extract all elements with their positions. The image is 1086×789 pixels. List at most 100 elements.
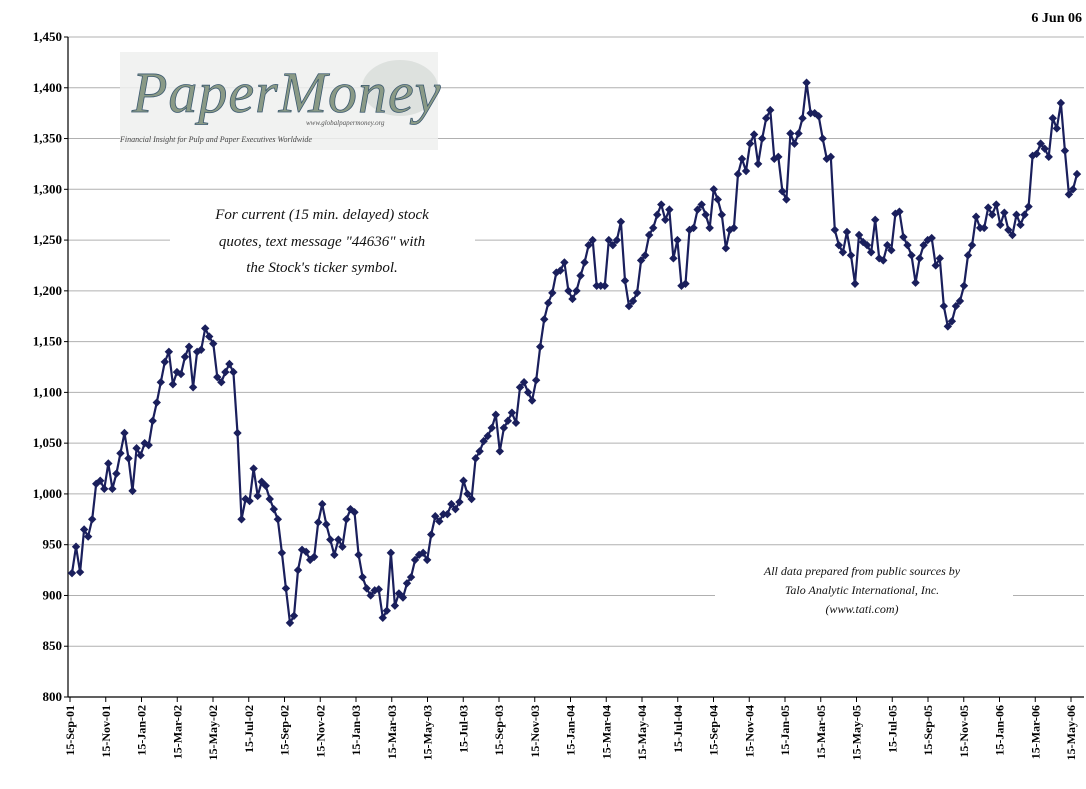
- data-point: [1020, 210, 1029, 219]
- data-point: [798, 114, 807, 123]
- data-point: [229, 367, 238, 377]
- data-point: [923, 235, 932, 245]
- data-point: [83, 532, 93, 541]
- data-point: [79, 525, 89, 534]
- data-point: [919, 240, 928, 250]
- data-point: [1008, 230, 1017, 240]
- data-point: [217, 378, 226, 387]
- data-point: [741, 166, 751, 176]
- data-point: [451, 504, 460, 514]
- data-point: [285, 618, 295, 628]
- data-point: [757, 134, 767, 143]
- data-point: [604, 235, 614, 245]
- data-point: [374, 585, 383, 594]
- data-point: [967, 240, 977, 250]
- data-point: [209, 339, 218, 348]
- data-point: [931, 261, 940, 270]
- data-point: [237, 515, 246, 524]
- data-point: [144, 440, 153, 450]
- data-point: [681, 279, 690, 288]
- data-point: [685, 225, 694, 235]
- data-point: [277, 548, 287, 558]
- x-tick-label: 15-Sep-01: [63, 705, 77, 756]
- data-point: [156, 378, 165, 387]
- data-point: [152, 398, 161, 407]
- data-point: [564, 286, 573, 296]
- data-point: [992, 200, 1001, 209]
- data-point: [535, 342, 545, 351]
- data-point: [1012, 210, 1021, 219]
- data-point: [544, 298, 553, 308]
- data-point: [366, 591, 375, 600]
- data-point: [939, 301, 949, 311]
- data-point: [1068, 185, 1078, 194]
- data-point: [314, 518, 323, 527]
- data-point: [67, 568, 77, 578]
- quote-note-line-3: the Stock's ticker symbol.: [246, 260, 398, 276]
- data-point: [427, 530, 436, 539]
- x-tick-label: 15-Jan-05: [778, 705, 792, 756]
- data-point: [830, 225, 840, 235]
- y-tick-label: 1,250: [33, 232, 62, 247]
- data-point: [996, 220, 1005, 230]
- data-point: [136, 451, 145, 460]
- data-point: [435, 517, 444, 526]
- data-point: [184, 342, 194, 351]
- data-point: [362, 584, 371, 593]
- data-point: [386, 548, 396, 558]
- data-point: [523, 388, 533, 397]
- data-point: [463, 489, 472, 499]
- data-point: [160, 357, 170, 367]
- logo-tagline: Financial Insight for Pulp and Paper Exe…: [119, 135, 312, 144]
- data-point: [249, 464, 258, 473]
- data-point: [899, 232, 908, 242]
- data-point: [749, 130, 759, 139]
- data-point: [418, 548, 428, 558]
- data-point: [471, 454, 480, 463]
- x-tick-label: 15-Mar-04: [599, 705, 613, 759]
- data-point: [1036, 139, 1045, 148]
- data-point: [309, 552, 319, 562]
- data-point: [378, 613, 387, 622]
- data-point: [487, 423, 496, 433]
- data-point: [148, 416, 157, 426]
- data-point: [1056, 98, 1066, 108]
- data-point: [762, 114, 771, 123]
- source-note-line-1: All data prepared from public sources by: [763, 564, 961, 578]
- data-point: [895, 207, 904, 216]
- data-point: [350, 508, 359, 517]
- data-point: [705, 223, 714, 233]
- data-point: [943, 322, 953, 331]
- data-point: [814, 112, 823, 121]
- data-point: [745, 139, 755, 148]
- data-point: [636, 256, 646, 265]
- data-point: [1072, 169, 1082, 179]
- data-point: [1024, 202, 1033, 211]
- x-tick-label: 15-May-04: [635, 705, 649, 760]
- data-point: [753, 159, 763, 169]
- data-point: [927, 233, 936, 243]
- data-point: [580, 258, 589, 267]
- data-point: [818, 134, 827, 143]
- data-point: [318, 499, 327, 509]
- data-point: [903, 240, 912, 250]
- data-point: [644, 230, 654, 240]
- data-point: [475, 447, 484, 456]
- data-point: [693, 205, 702, 214]
- x-tick-label: 15-Sep-05: [921, 705, 935, 756]
- data-point: [951, 301, 961, 311]
- x-tick-label: 15-Jul-02: [242, 705, 256, 753]
- data-point: [289, 611, 299, 620]
- data-point: [265, 494, 274, 504]
- data-point: [305, 555, 315, 565]
- data-point: [782, 195, 791, 204]
- y-tick-label: 1,450: [33, 29, 62, 44]
- data-point: [669, 254, 678, 263]
- data-point: [1060, 146, 1070, 155]
- data-point: [794, 129, 803, 138]
- x-tick-label: 15-Jan-03: [349, 705, 363, 756]
- papermoney-logo: PaperMoney www.globalpapermoney.org Fina…: [119, 52, 441, 150]
- data-point: [826, 152, 835, 162]
- data-point: [915, 254, 924, 263]
- data-point: [733, 169, 743, 179]
